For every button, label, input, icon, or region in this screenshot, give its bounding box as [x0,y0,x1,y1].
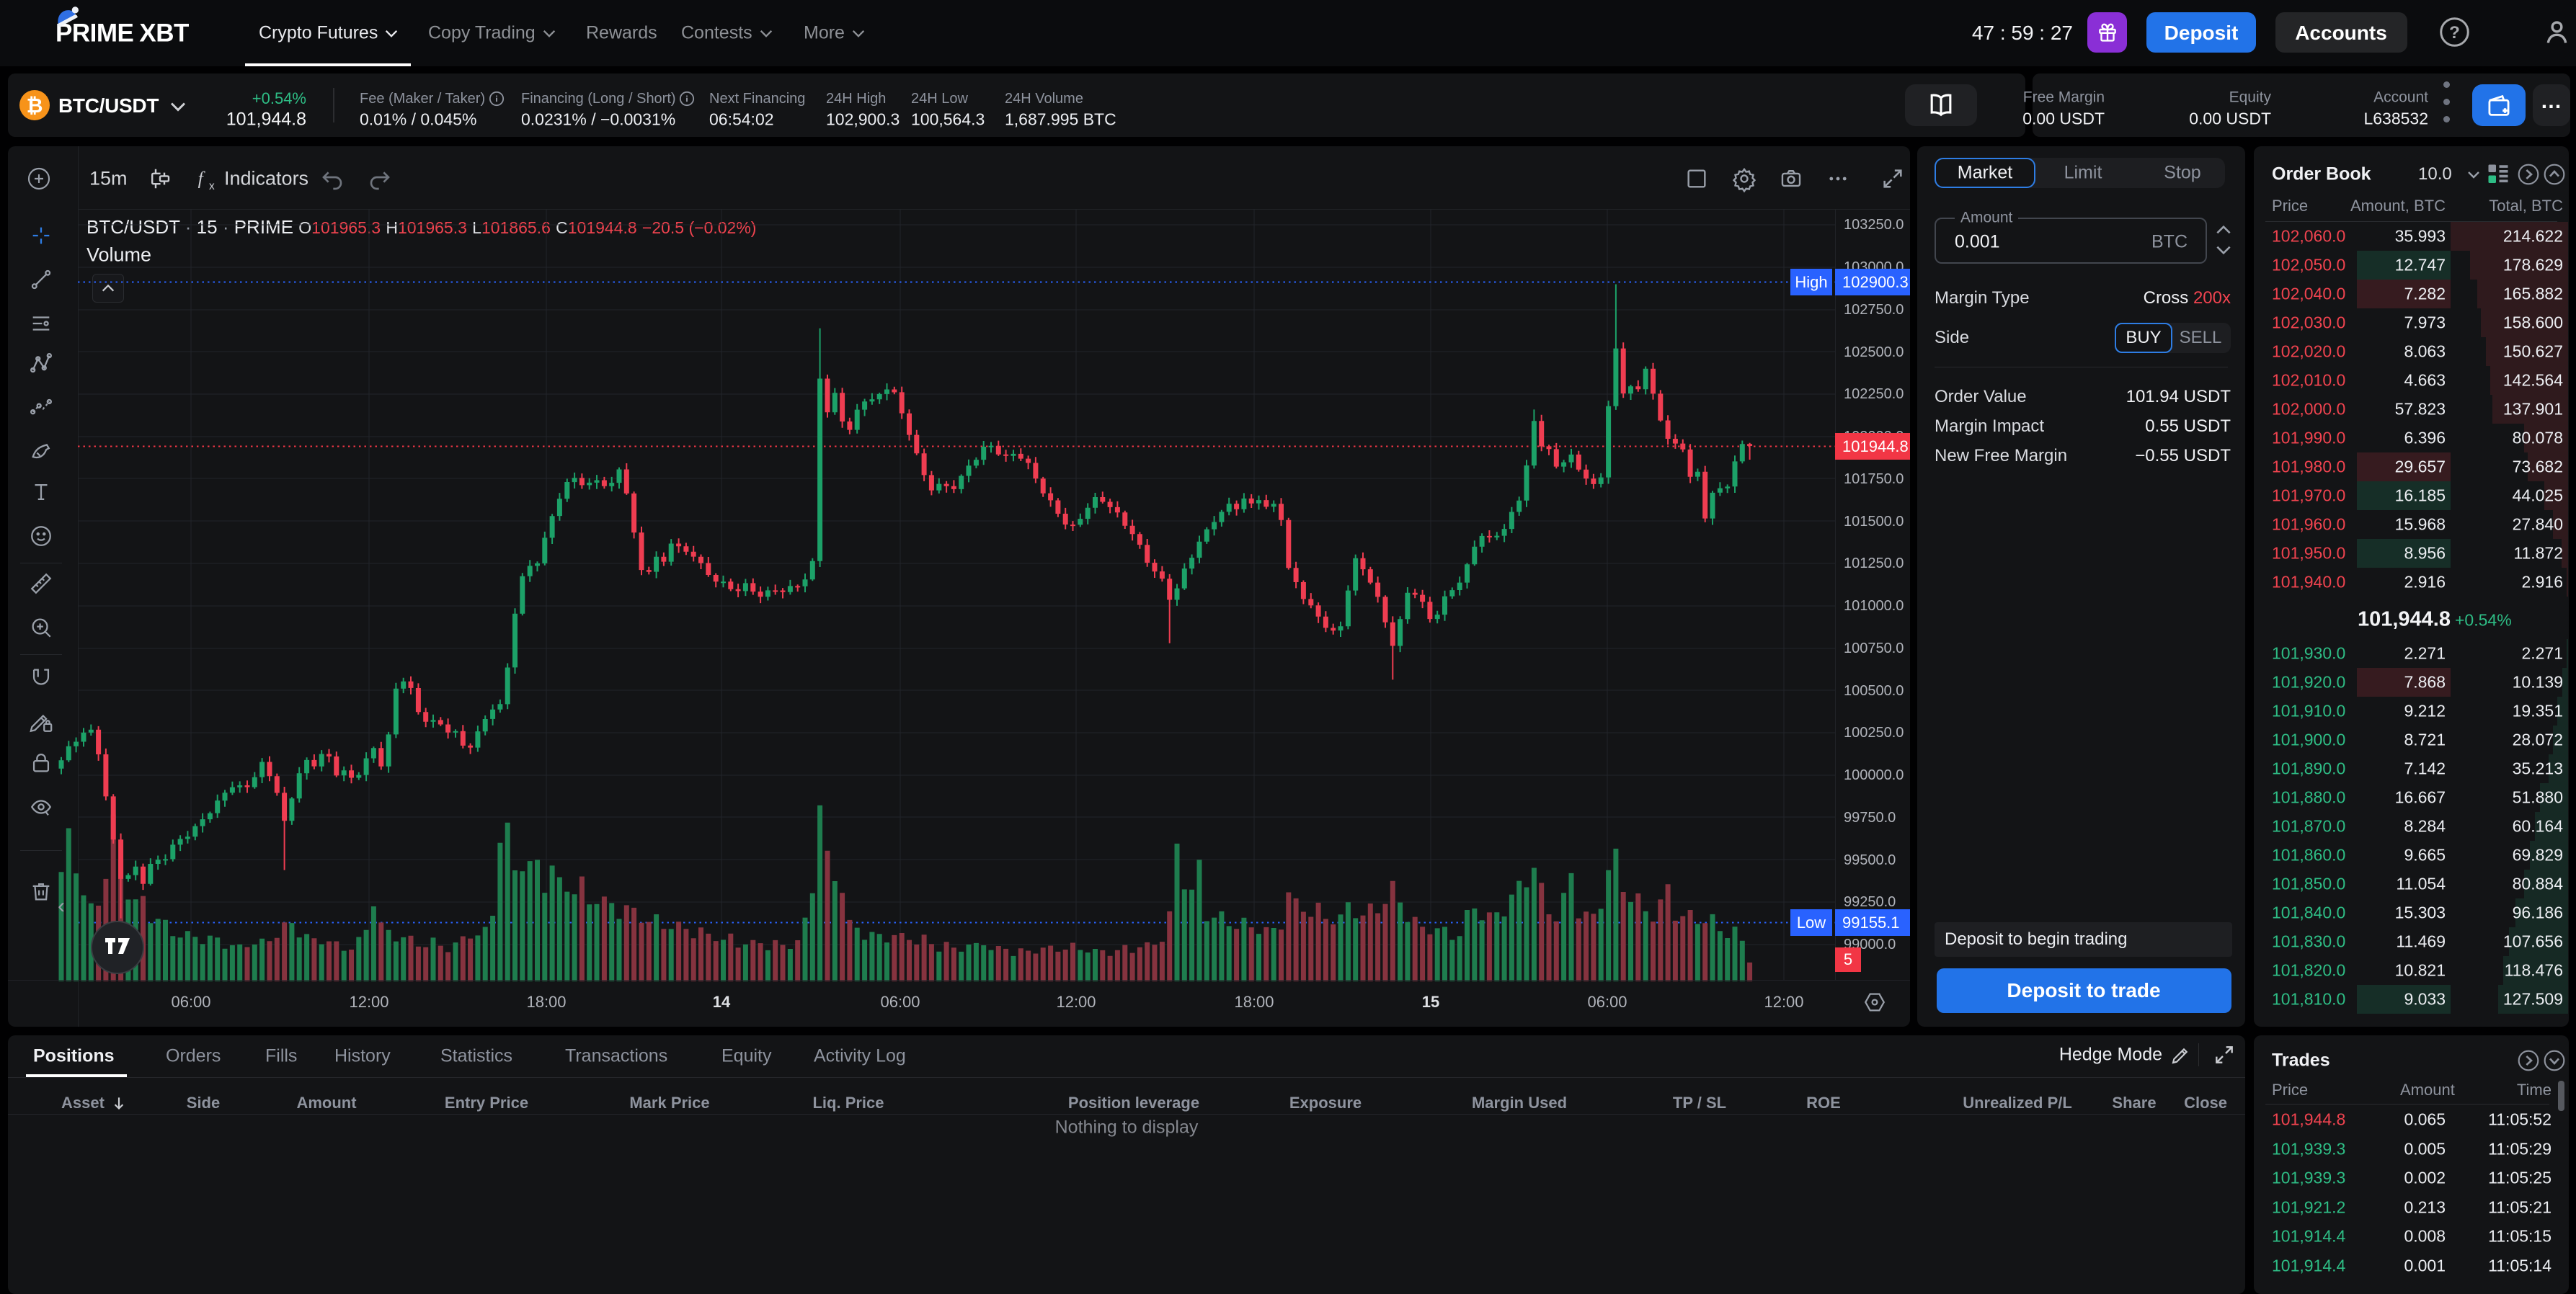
svg-text:f: f [198,167,206,188]
svg-text:x: x [209,180,215,192]
svg-text:?: ? [2449,23,2460,43]
